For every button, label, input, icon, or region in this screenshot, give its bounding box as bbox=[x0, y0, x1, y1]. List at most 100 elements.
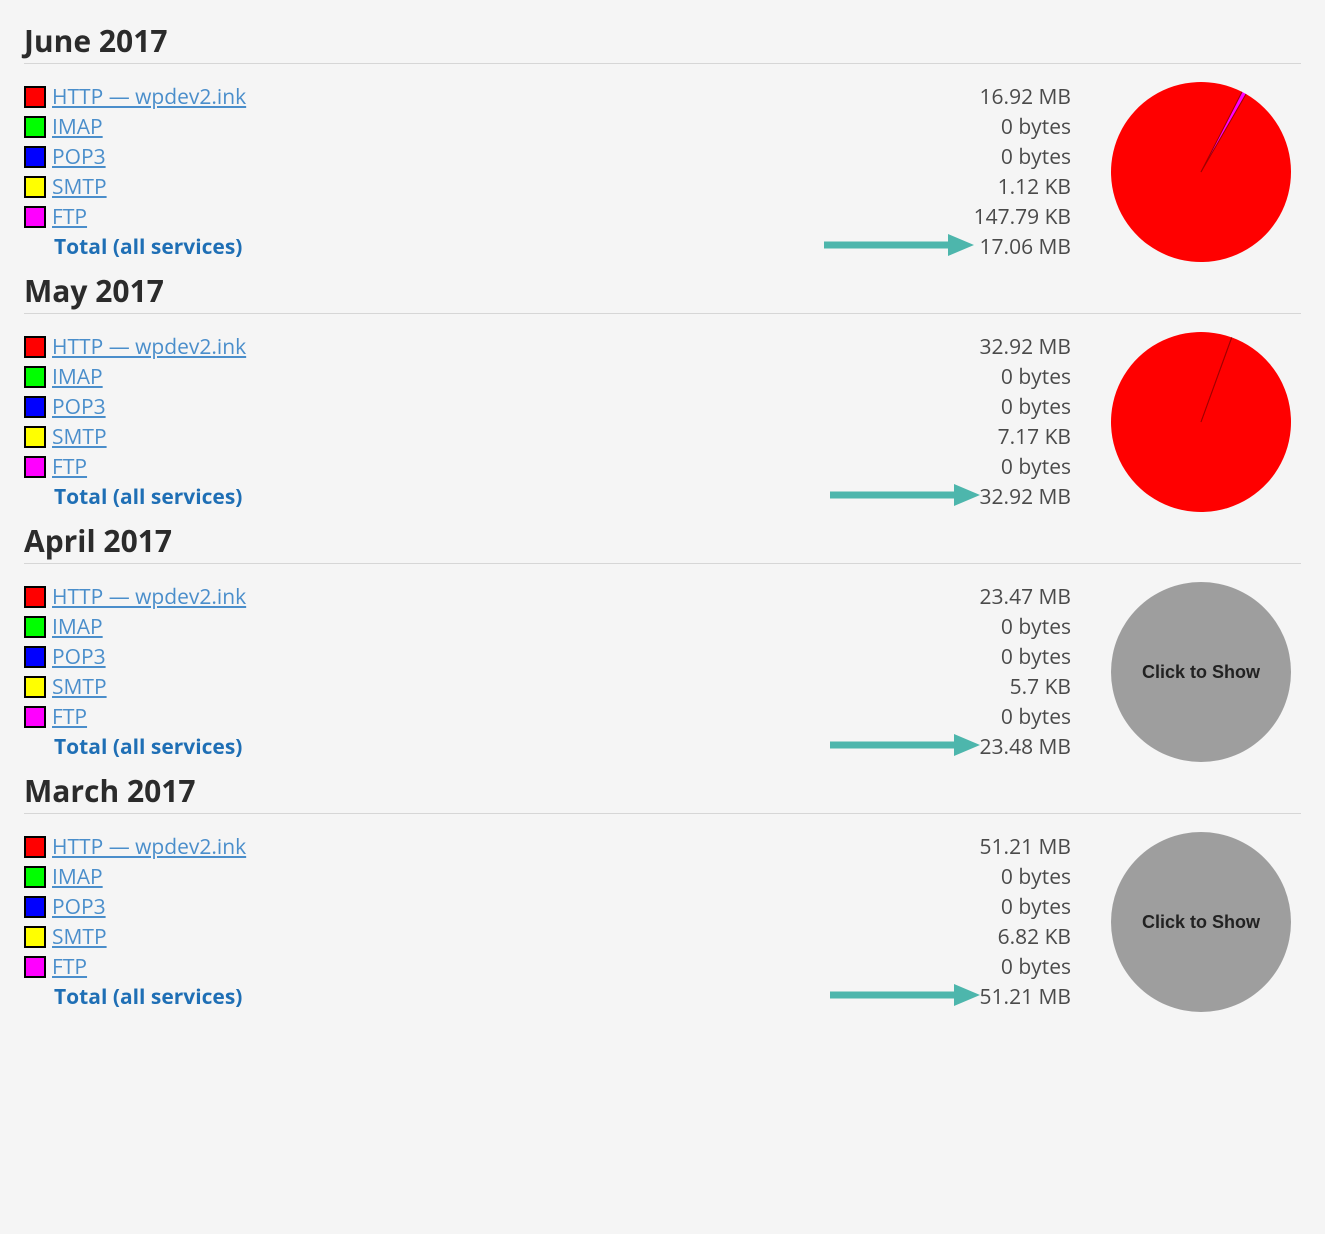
total-arrow-icon bbox=[824, 230, 974, 260]
total-arrow-icon bbox=[830, 730, 980, 760]
service-value-http: 16.92 MB bbox=[974, 82, 1071, 112]
services-column: HTTP — wpdev2.ink IMAP POP3 SMTP FTP Tot… bbox=[24, 582, 256, 762]
chart-column: Click to Show bbox=[1101, 832, 1301, 1012]
services-column: HTTP — wpdev2.ink IMAP POP3 SMTP FTP Tot… bbox=[24, 832, 256, 1012]
values-column: 51.21 MB0 bytes0 bytes6.82 KB0 bytes51.2… bbox=[980, 832, 1101, 1012]
service-value-imap: 0 bytes bbox=[980, 862, 1071, 892]
service-row: FTP bbox=[24, 202, 246, 232]
click-to-show-button[interactable]: Click to Show bbox=[1111, 832, 1291, 1012]
service-link-pop3[interactable]: POP3 bbox=[52, 647, 106, 668]
color-swatch bbox=[24, 146, 46, 168]
click-to-show-button[interactable]: Click to Show bbox=[1111, 582, 1291, 762]
color-swatch bbox=[24, 896, 46, 918]
service-link-ftp[interactable]: FTP bbox=[52, 957, 87, 978]
click-to-show-label: Click to Show bbox=[1142, 912, 1260, 933]
service-value-imap: 0 bytes bbox=[974, 112, 1071, 142]
service-row: HTTP — wpdev2.ink bbox=[24, 582, 246, 612]
service-row: HTTP — wpdev2.ink bbox=[24, 82, 246, 112]
service-link-http[interactable]: HTTP — wpdev2.ink bbox=[52, 87, 246, 108]
service-row: IMAP bbox=[24, 862, 246, 892]
color-swatch bbox=[24, 646, 46, 668]
color-swatch bbox=[24, 86, 46, 108]
month-title: June 2017 bbox=[24, 20, 1301, 64]
service-link-smtp[interactable]: SMTP bbox=[52, 177, 107, 198]
month-block: April 2017 HTTP — wpdev2.ink IMAP POP3 S… bbox=[24, 520, 1301, 762]
service-row: SMTP bbox=[24, 922, 246, 952]
values-column: 23.47 MB0 bytes0 bytes5.7 KB0 bytes23.48… bbox=[980, 582, 1101, 762]
services-column: HTTP — wpdev2.ink IMAP POP3 SMTP FTP Tot… bbox=[24, 82, 256, 262]
services-column: HTTP — wpdev2.ink IMAP POP3 SMTP FTP Tot… bbox=[24, 332, 256, 512]
total-label: Total (all services) bbox=[54, 983, 242, 1011]
service-row: POP3 bbox=[24, 392, 246, 422]
total-row: Total (all services) bbox=[24, 982, 246, 1012]
chart-column bbox=[1101, 332, 1301, 512]
chart-column: Click to Show bbox=[1101, 582, 1301, 762]
service-link-imap[interactable]: IMAP bbox=[52, 617, 103, 638]
service-link-imap[interactable]: IMAP bbox=[52, 367, 103, 388]
service-link-smtp[interactable]: SMTP bbox=[52, 677, 107, 698]
arrow-column bbox=[256, 582, 979, 762]
service-link-http[interactable]: HTTP — wpdev2.ink bbox=[52, 837, 246, 858]
total-label: Total (all services) bbox=[54, 733, 242, 761]
values-column: 32.92 MB0 bytes0 bytes7.17 KB0 bytes32.9… bbox=[980, 332, 1101, 512]
service-row: SMTP bbox=[24, 672, 246, 702]
service-value-smtp: 1.12 KB bbox=[974, 172, 1071, 202]
service-value-imap: 0 bytes bbox=[980, 362, 1071, 392]
service-row: FTP bbox=[24, 702, 246, 732]
color-swatch bbox=[24, 336, 46, 358]
service-value-http: 23.47 MB bbox=[980, 582, 1071, 612]
service-link-imap[interactable]: IMAP bbox=[52, 867, 103, 888]
service-row: SMTP bbox=[24, 172, 246, 202]
service-link-ftp[interactable]: FTP bbox=[52, 457, 87, 478]
service-row: POP3 bbox=[24, 142, 246, 172]
total-value: 32.92 MB bbox=[980, 482, 1071, 512]
service-link-pop3[interactable]: POP3 bbox=[52, 147, 106, 168]
color-swatch bbox=[24, 176, 46, 198]
total-value: 23.48 MB bbox=[980, 732, 1071, 762]
service-row: POP3 bbox=[24, 642, 246, 672]
service-row: IMAP bbox=[24, 612, 246, 642]
service-link-pop3[interactable]: POP3 bbox=[52, 897, 106, 918]
month-block: June 2017 HTTP — wpdev2.ink IMAP POP3 SM… bbox=[24, 20, 1301, 262]
service-row: IMAP bbox=[24, 112, 246, 142]
service-link-pop3[interactable]: POP3 bbox=[52, 397, 106, 418]
service-link-ftp[interactable]: FTP bbox=[52, 207, 87, 228]
service-value-http: 32.92 MB bbox=[980, 332, 1071, 362]
service-link-smtp[interactable]: SMTP bbox=[52, 927, 107, 948]
service-link-smtp[interactable]: SMTP bbox=[52, 427, 107, 448]
total-row: Total (all services) bbox=[24, 232, 246, 262]
arrow-column bbox=[256, 82, 973, 262]
color-swatch bbox=[24, 396, 46, 418]
color-swatch bbox=[24, 926, 46, 948]
click-to-show-label: Click to Show bbox=[1142, 662, 1260, 683]
service-row: FTP bbox=[24, 452, 246, 482]
color-swatch bbox=[24, 836, 46, 858]
service-value-imap: 0 bytes bbox=[980, 612, 1071, 642]
service-row: HTTP — wpdev2.ink bbox=[24, 332, 246, 362]
service-value-smtp: 5.7 KB bbox=[980, 672, 1071, 702]
service-link-ftp[interactable]: FTP bbox=[52, 707, 87, 728]
total-value: 17.06 MB bbox=[974, 232, 1071, 262]
service-link-http[interactable]: HTTP — wpdev2.ink bbox=[52, 337, 246, 358]
color-swatch bbox=[24, 706, 46, 728]
service-link-http[interactable]: HTTP — wpdev2.ink bbox=[52, 587, 246, 608]
service-value-ftp: 147.79 KB bbox=[974, 202, 1071, 232]
month-title: March 2017 bbox=[24, 770, 1301, 814]
color-swatch bbox=[24, 616, 46, 638]
total-value: 51.21 MB bbox=[980, 982, 1071, 1012]
service-value-ftp: 0 bytes bbox=[980, 702, 1071, 732]
color-swatch bbox=[24, 956, 46, 978]
service-link-imap[interactable]: IMAP bbox=[52, 117, 103, 138]
chart-column bbox=[1101, 82, 1301, 262]
month-block: May 2017 HTTP — wpdev2.ink IMAP POP3 SMT… bbox=[24, 270, 1301, 512]
service-row: FTP bbox=[24, 952, 246, 982]
color-swatch bbox=[24, 116, 46, 138]
service-row: SMTP bbox=[24, 422, 246, 452]
total-arrow-icon bbox=[830, 980, 980, 1010]
service-value-ftp: 0 bytes bbox=[980, 952, 1071, 982]
service-value-pop3: 0 bytes bbox=[980, 642, 1071, 672]
color-swatch bbox=[24, 866, 46, 888]
values-column: 16.92 MB0 bytes0 bytes1.12 KB147.79 KB17… bbox=[974, 82, 1101, 262]
color-swatch bbox=[24, 366, 46, 388]
service-value-ftp: 0 bytes bbox=[980, 452, 1071, 482]
